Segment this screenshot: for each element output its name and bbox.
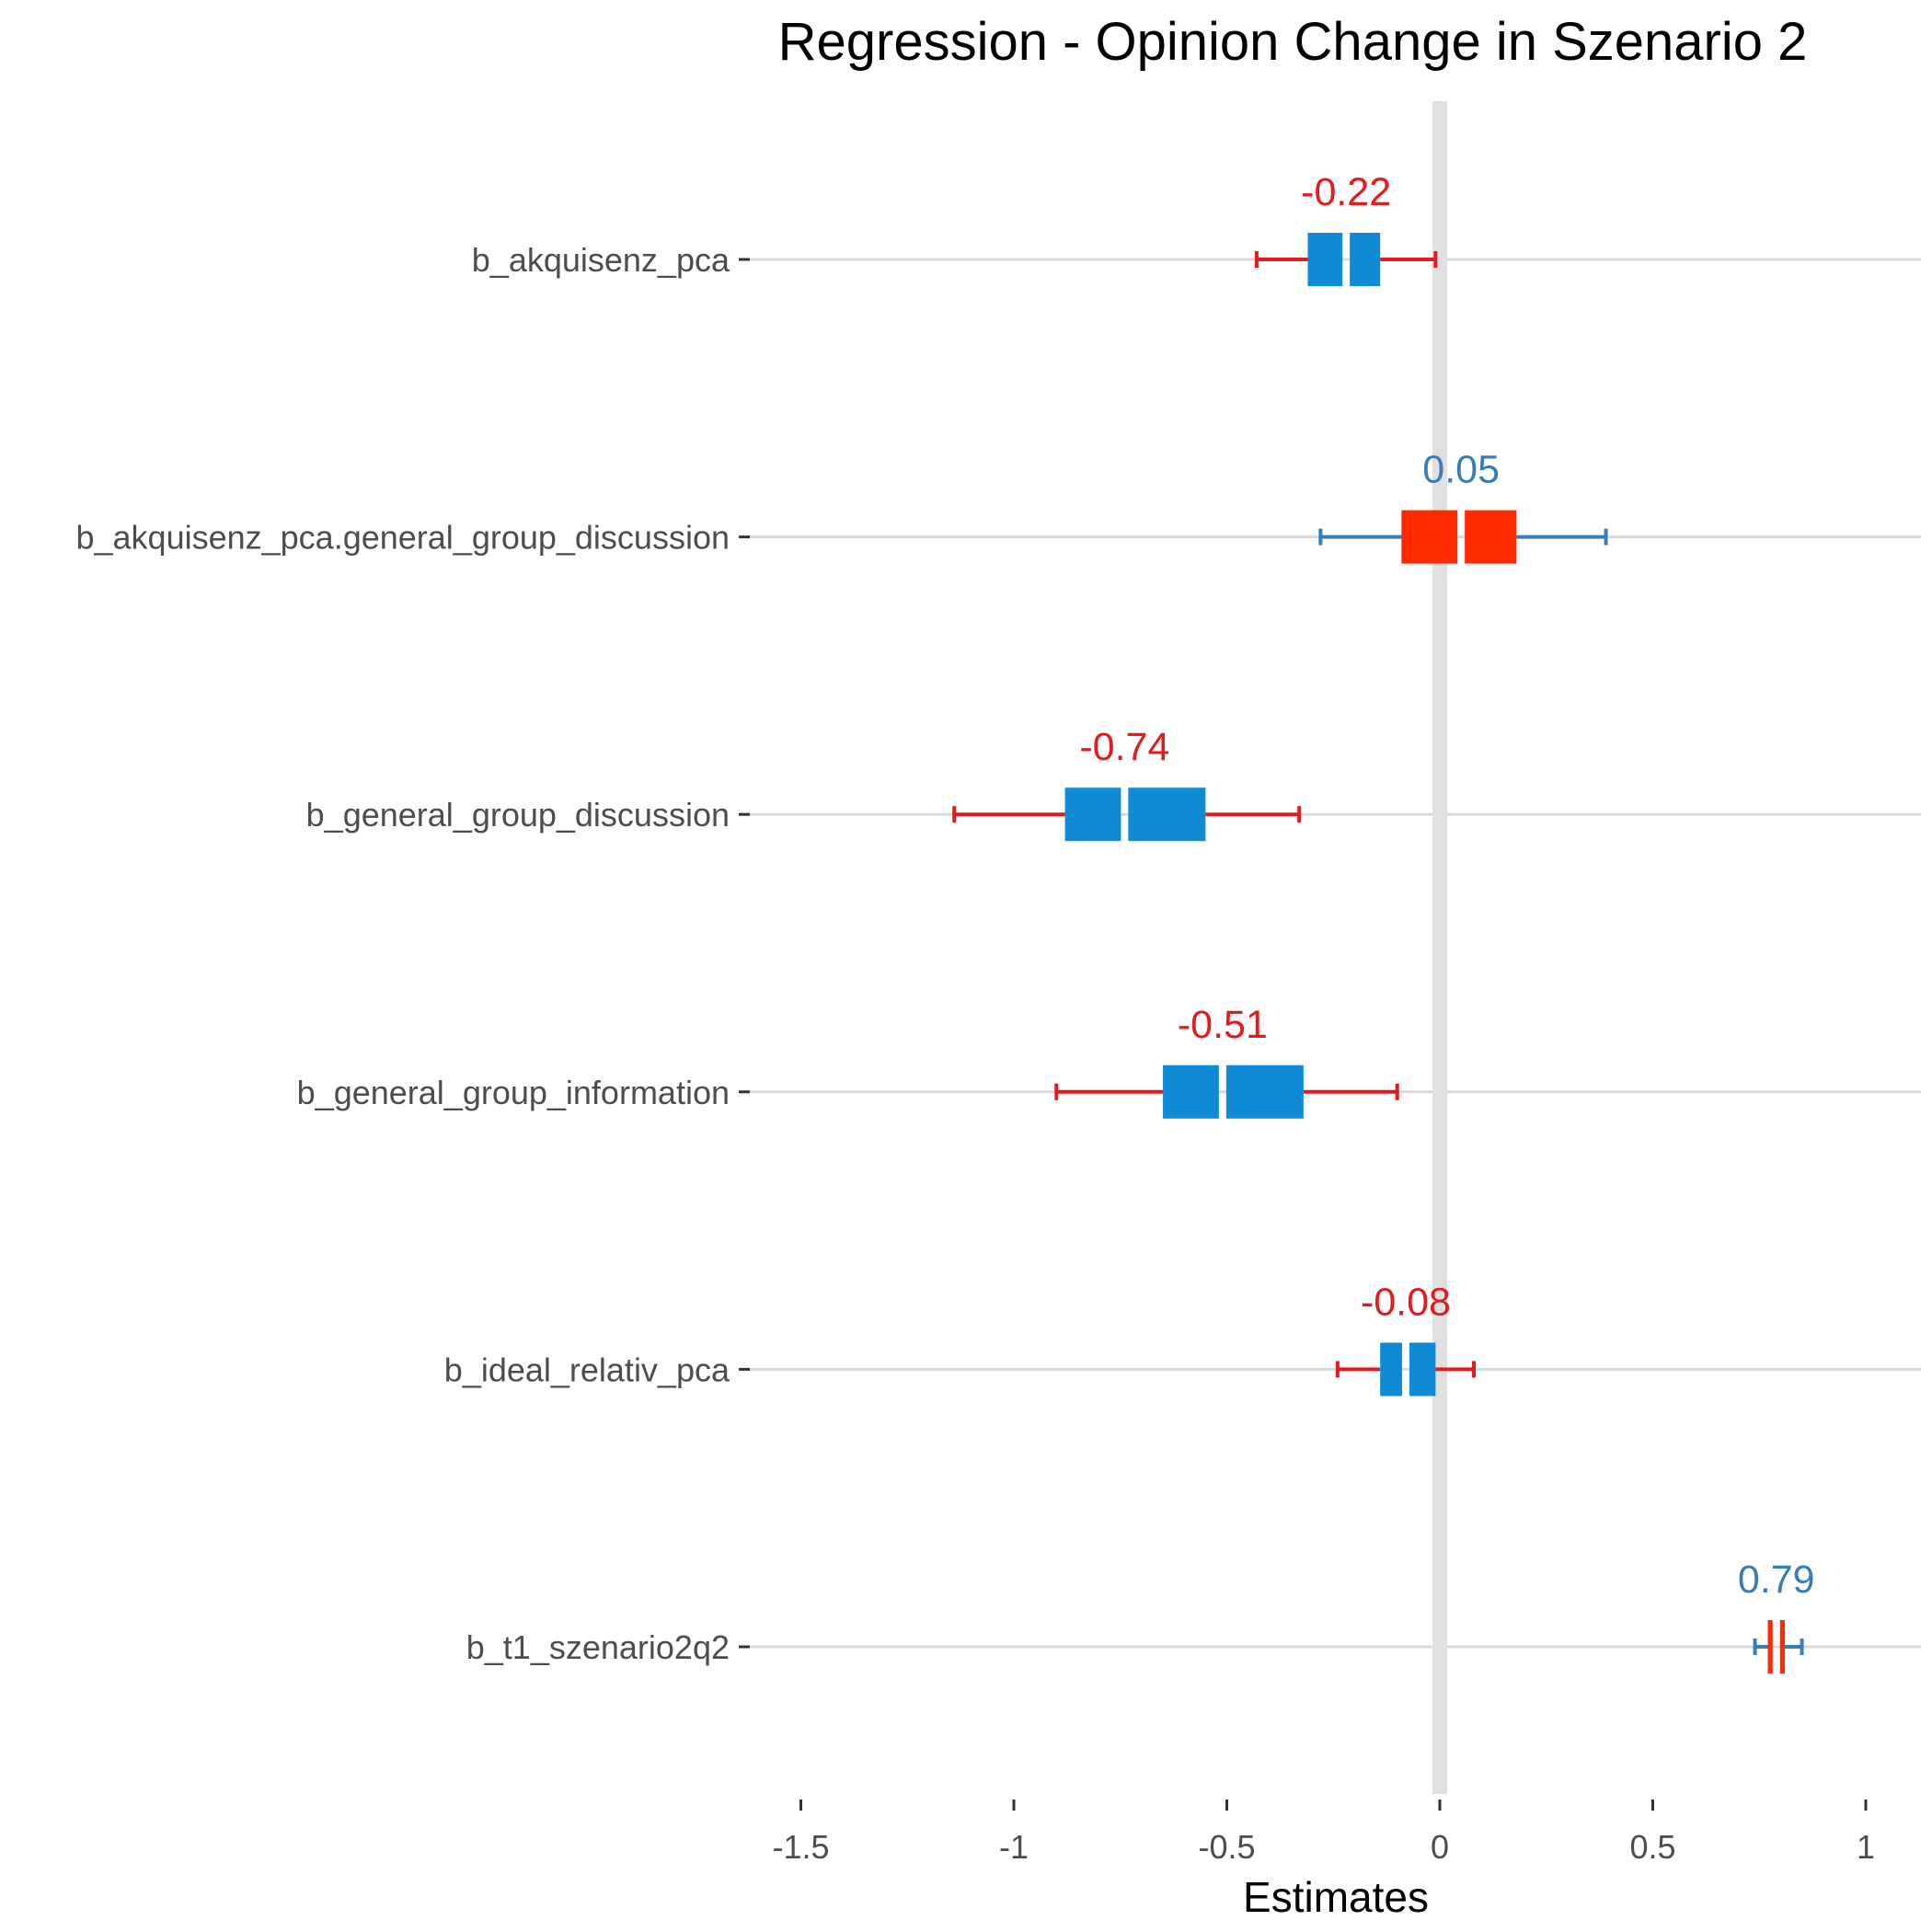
marks-layer: -0.22 0.05 -0.74 -0.51 -0.08 0.79 xyxy=(952,170,1815,1673)
estimate-value-label: -0.51 xyxy=(1178,1003,1268,1047)
estimate-value-label: -0.08 xyxy=(1361,1280,1451,1324)
x-tick-label: 1 xyxy=(1857,1828,1875,1866)
term-label: b_akquisenz_pca xyxy=(472,241,730,279)
term-label: b_ideal_relativ_pca xyxy=(444,1351,730,1388)
x-axis-title: Estimates xyxy=(1243,1873,1429,1921)
x-tick-label: 0.5 xyxy=(1629,1828,1675,1866)
estimate-value-label: 0.05 xyxy=(1422,448,1500,492)
interval-box-right xyxy=(1409,1342,1436,1397)
term-label: b_akquisenz_pca.general_group_discussion xyxy=(75,519,730,557)
interval-box-left xyxy=(1163,1064,1219,1119)
x-axis: -1.5 -1 -0.5 0 0.5 1 xyxy=(772,1800,1875,1866)
x-tick-label: 0 xyxy=(1431,1828,1449,1866)
interval-box-left xyxy=(1767,1620,1773,1673)
interval-box-right xyxy=(1465,510,1517,564)
estimate-value-label: 0.79 xyxy=(1738,1558,1815,1602)
estimate-value-label: -0.22 xyxy=(1301,170,1391,214)
term-label: b_general_group_discussion xyxy=(306,796,730,834)
x-tick-label: -0.5 xyxy=(1198,1828,1255,1866)
chart-title: Regression - Opinion Change in Szenario … xyxy=(778,12,1808,72)
x-tick-label: -1.5 xyxy=(772,1828,829,1866)
interval-box-left xyxy=(1064,788,1121,842)
y-axis: b_akquisenz_pca b_akquisenz_pca.general_g… xyxy=(75,241,750,1666)
interval-box-right xyxy=(1779,1620,1786,1673)
grid-layer xyxy=(747,258,1921,1649)
term-label: b_general_group_information xyxy=(297,1074,730,1111)
estimate-value-label: -0.74 xyxy=(1079,725,1169,769)
term-label: b_t1_szenario2q2 xyxy=(466,1628,730,1666)
interval-box-right xyxy=(1225,1064,1304,1119)
interval-box-right xyxy=(1350,233,1381,286)
interval-box-left xyxy=(1307,233,1343,286)
x-tick-label: -1 xyxy=(999,1828,1029,1866)
interval-box-left xyxy=(1401,510,1458,564)
interval-box-right xyxy=(1128,788,1206,842)
interval-box-left xyxy=(1380,1342,1402,1397)
